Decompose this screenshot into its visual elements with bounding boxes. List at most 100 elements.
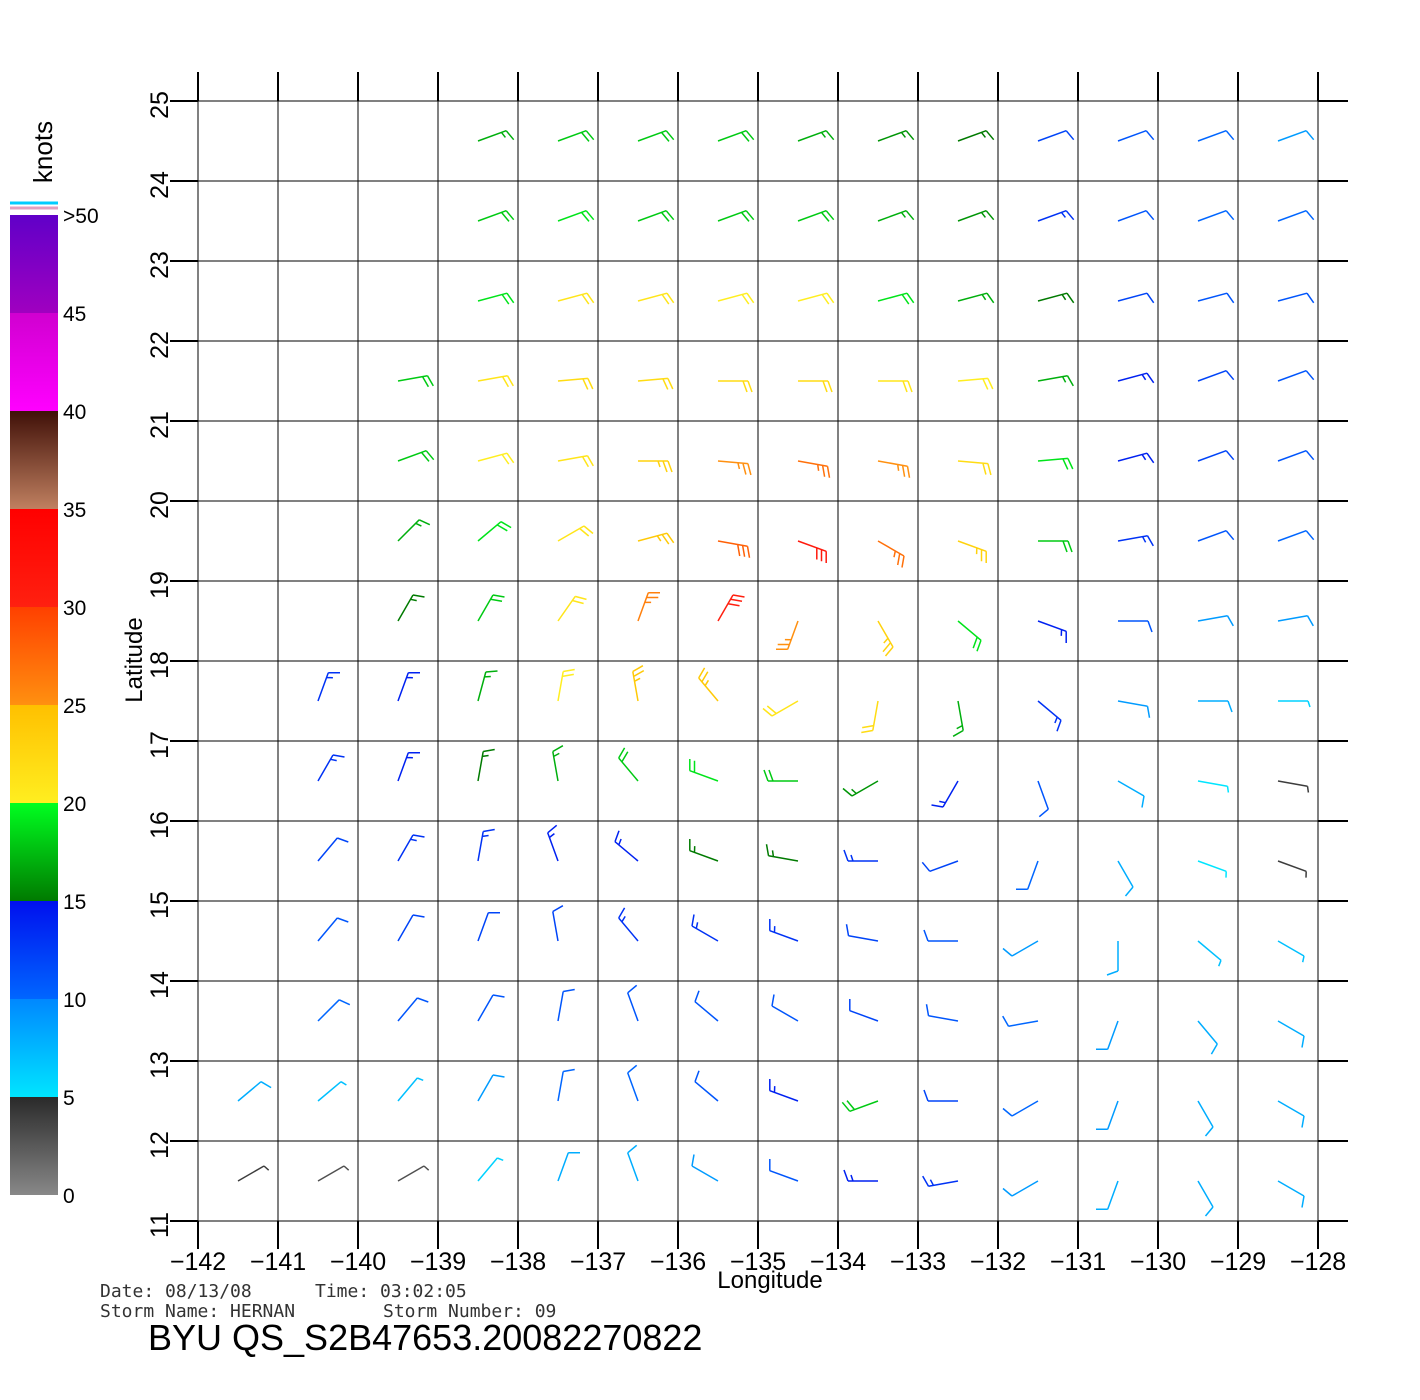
file-label: BYU QS_S2B47653.20082270822 xyxy=(148,1317,702,1358)
wind-barb xyxy=(397,834,425,862)
wind-barb xyxy=(397,519,431,542)
wind-barb xyxy=(877,620,894,657)
wind-barb xyxy=(765,844,799,862)
colorbar-segment xyxy=(10,607,58,705)
x-tick-label: −128 xyxy=(1290,1248,1346,1276)
x-tick-label: −129 xyxy=(1210,1248,1266,1276)
wind-barb xyxy=(691,1154,719,1182)
wind-barb xyxy=(878,380,913,393)
wind-barb xyxy=(771,994,799,1022)
y-tick-label: 18 xyxy=(146,651,174,679)
wind-barb xyxy=(1037,292,1075,304)
x-tick-label: −137 xyxy=(570,1248,626,1276)
wind-barb xyxy=(1118,620,1153,633)
wind-barb xyxy=(798,380,833,393)
wind-barb xyxy=(1002,1180,1039,1197)
wind-barb xyxy=(1117,452,1155,464)
wind-barb xyxy=(632,665,645,702)
wind-barb xyxy=(797,540,827,563)
wind-barb xyxy=(957,129,995,142)
wind-barb xyxy=(1278,700,1311,708)
wind-barb xyxy=(717,292,755,305)
wind-barb xyxy=(861,700,879,734)
colorbar-tick-label: 30 xyxy=(63,597,86,620)
wind-barb xyxy=(797,129,835,142)
wind-barb xyxy=(1037,375,1074,387)
wind-barb xyxy=(1277,529,1315,542)
wind-barb xyxy=(477,129,515,142)
colorbar-tick-label: 0 xyxy=(63,1185,75,1208)
wind-barb xyxy=(957,620,982,652)
wind-barb xyxy=(717,594,745,622)
date: Date: 08/13/08 xyxy=(100,1281,252,1302)
x-tick-label: −134 xyxy=(810,1248,866,1276)
wind-barb xyxy=(626,1144,639,1182)
wind-barb xyxy=(845,924,879,942)
x-axis-label: Longitude xyxy=(717,1267,822,1294)
colorbar-segment xyxy=(10,313,58,411)
y-tick-label: 13 xyxy=(146,1051,174,1079)
wind-barb xyxy=(769,1159,799,1182)
wind-barb xyxy=(776,620,799,650)
wind-barb xyxy=(1277,780,1310,793)
colorbar-segment xyxy=(10,803,58,901)
colorbar-tick-label: 5 xyxy=(63,1087,75,1110)
wind-barb xyxy=(843,849,878,862)
x-tick-label: −132 xyxy=(970,1248,1026,1276)
storm-name: Storm Name: HERNAN xyxy=(100,1301,295,1322)
y-tick-label: 24 xyxy=(146,171,174,199)
wind-barb xyxy=(1037,129,1075,142)
wind-barb xyxy=(1198,700,1233,713)
storm-number: Storm Number: 09 xyxy=(383,1301,556,1322)
wind-barb xyxy=(397,914,425,942)
wind-barb xyxy=(1016,860,1039,890)
wind-barb xyxy=(1117,535,1154,547)
wind-barb xyxy=(1277,940,1305,963)
wind-barb xyxy=(1197,449,1235,462)
wind-barb xyxy=(638,460,673,473)
colorbar-tick-label: 25 xyxy=(63,695,86,718)
wind-barb xyxy=(1277,1180,1305,1208)
wind-barb xyxy=(397,997,429,1022)
wind-barb xyxy=(1197,292,1235,304)
colorbar-tick-label: >50 xyxy=(63,205,99,228)
wind-barb xyxy=(637,377,674,390)
colorbar-segment xyxy=(10,901,58,999)
wind-barb xyxy=(877,209,915,222)
colorbar-tick-label: 35 xyxy=(63,499,86,522)
wind-barb xyxy=(557,455,594,468)
wind-barb xyxy=(1117,780,1145,808)
wind-barb xyxy=(557,988,575,1022)
y-tick-label: 22 xyxy=(146,331,174,359)
wind-barb xyxy=(1277,129,1315,142)
colorbar-tick-label: 15 xyxy=(63,891,86,914)
y-tick-label: 14 xyxy=(146,971,174,999)
wind-barb xyxy=(1117,860,1134,897)
colorbar: 0 5 10 15 20 25 30 35 40 45 >50 xyxy=(10,205,99,1208)
y-tick-label: 25 xyxy=(146,91,174,119)
wind-barb xyxy=(1197,369,1235,382)
wind-barb xyxy=(698,667,719,702)
wind-barb xyxy=(1197,1100,1214,1137)
y-tick-label: 17 xyxy=(146,731,174,759)
wind-barb xyxy=(618,747,639,782)
wind-barb xyxy=(557,525,594,542)
wind-barb xyxy=(637,209,675,222)
wind-barb xyxy=(477,375,514,388)
wind-barb xyxy=(769,1079,799,1102)
wind-barb xyxy=(546,824,559,862)
wind-barb xyxy=(842,780,879,797)
wind-barb xyxy=(637,532,675,545)
wind-barb xyxy=(843,1169,878,1182)
wind-barb xyxy=(957,460,992,476)
wind-barb xyxy=(477,209,515,222)
grid: −142 −141 −140 −139 −138 −137 −136 −135 −134 −133… xyxy=(146,72,1348,1276)
wind-barb xyxy=(1197,129,1235,142)
wind-barb xyxy=(717,540,751,558)
wind-barb xyxy=(1002,1100,1039,1117)
wind-field xyxy=(237,129,1315,1217)
wind-barb xyxy=(557,595,587,622)
wind-barb xyxy=(877,292,915,305)
wind-barb xyxy=(1277,292,1315,304)
wind-barb xyxy=(1277,860,1307,878)
